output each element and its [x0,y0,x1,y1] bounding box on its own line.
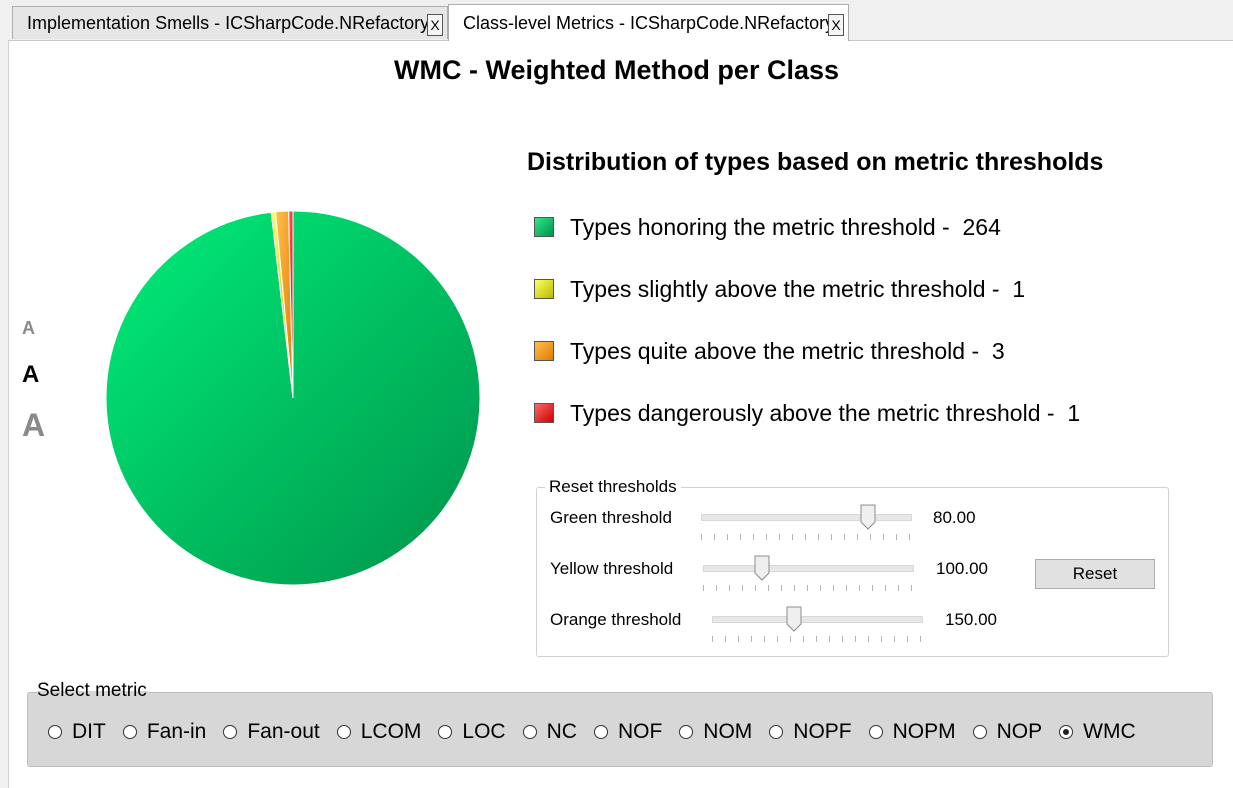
radio-circle-icon[interactable] [336,725,351,739]
legend-count: 3 [991,338,1005,364]
radio-circle-icon[interactable] [769,725,784,739]
yellow-swatch-icon [534,278,554,299]
left-panel-edge [0,0,9,788]
close-icon[interactable]: X [828,14,844,36]
legend-label: Types slightly above the metric threshol… [570,276,1006,302]
font-size-controls: A A A [22,318,52,444]
tab-label: Implementation Smells - ICSharpCode.NRef… [27,13,430,33]
select-metric-label: Select metric [37,679,149,703]
legend-count: 1 [1012,276,1026,302]
green-swatch-icon [534,216,554,237]
metric-radio-nopm[interactable]: NOPM [868,720,956,744]
legend-label: Types dangerously above the metric thres… [570,400,1061,426]
radio-circle-icon[interactable] [522,725,537,739]
metric-radio-nop[interactable]: NOP [972,720,1043,744]
group-label: Reset thresholds [545,476,681,498]
pie-chart [105,210,481,586]
metric-radio-fan-in[interactable]: Fan-in [122,720,207,744]
tab-class-level-metrics[interactable]: Class-level Metrics - ICSharpCode.NRefac… [448,4,849,41]
radio-circle-icon[interactable] [122,725,137,739]
metric-radio-nom[interactable]: NOM [679,720,752,744]
orange-threshold-slider-track[interactable] [712,616,923,623]
red-swatch-icon [534,402,554,423]
radio-label: NC [546,720,577,743]
tab-implementation-smells[interactable]: Implementation Smells - ICSharpCode.NRef… [12,6,448,39]
radio-label: Fan-in [146,720,207,743]
distribution-title: Distribution of types based on metric th… [527,148,1104,176]
metric-radio-nc[interactable]: NC [522,720,577,744]
metric-radio-loc[interactable]: LOC [438,720,506,744]
legend-item-slightly-above: Types slightly above the metric threshol… [534,274,1025,304]
radio-label: Fan-out [247,720,320,743]
green-threshold-value: 80.00 [933,508,976,527]
metric-radio-list: DIT Fan-in Fan-out LCOM LOC NC NOF NOM NOPF NOPM N… [48,717,1153,747]
metric-radio-dit[interactable]: DIT [48,720,106,744]
radio-circle-icon[interactable] [868,725,883,739]
legend-label: Types quite above the metric threshold - [570,338,986,364]
orange-threshold-slider-thumb[interactable] [786,606,802,632]
metric-radio-nopf[interactable]: NOPF [769,720,852,744]
legend-item-quite-above: Types quite above the metric threshold -… [534,336,1005,366]
metric-radio-wmc[interactable]: WMC [1059,720,1136,744]
orange-swatch-icon [534,340,554,361]
radio-label: LCOM [360,720,422,743]
green-threshold-slider-track[interactable] [701,514,912,521]
radio-label: DIT [72,720,106,743]
orange-threshold-label: Orange threshold [550,610,682,629]
font-default-button[interactable]: A [22,361,40,388]
legend-item-honoring: Types honoring the metric threshold - 26… [534,212,1001,242]
legend-item-dangerously-above: Types dangerously above the metric thres… [534,398,1080,428]
orange-threshold-value: 150.00 [945,610,997,629]
reset-thresholds-group: Reset thresholds [536,476,1169,657]
metric-radio-nof[interactable]: NOF [593,720,663,744]
slider-ticks [703,585,912,591]
radio-label: NOF [617,720,663,743]
tab-bar: Implementation Smells - ICSharpCode.NRef… [8,0,1233,41]
yellow-threshold-label: Yellow threshold [550,559,674,578]
radio-circle-icon[interactable] [593,725,608,739]
legend-label: Types honoring the metric threshold - [570,214,957,240]
radio-label: WMC [1083,720,1136,743]
yellow-threshold-slider-thumb[interactable] [754,555,770,581]
yellow-threshold-slider-track[interactable] [703,565,914,572]
legend-count: 264 [962,214,1001,240]
radio-label: NOP [996,720,1043,743]
green-threshold-slider-thumb[interactable] [860,504,876,530]
radio-label: NOM [703,720,753,743]
green-threshold-label: Green threshold [550,508,672,527]
radio-circle-icon[interactable] [972,725,987,739]
pie-slice-dangerously-above [288,210,294,399]
radio-label: NOPM [892,720,956,743]
metric-radio-lcom[interactable]: LCOM [336,720,422,744]
radio-label: LOC [462,720,506,743]
reset-button[interactable]: Reset [1035,559,1155,589]
radio-circle-icon[interactable] [679,725,694,739]
slider-ticks [712,636,921,642]
radio-circle-icon[interactable] [223,725,238,739]
legend-count: 1 [1067,400,1081,426]
slider-ticks [701,534,910,540]
metric-radio-fan-out[interactable]: Fan-out [223,720,320,744]
close-icon[interactable]: X [427,14,443,36]
radio-circle-icon[interactable] [1059,725,1074,739]
yellow-threshold-value: 100.00 [936,559,988,578]
font-increase-button[interactable]: A [22,407,46,443]
font-decrease-button[interactable]: A [22,318,35,338]
tab-label: Class-level Metrics - ICSharpCode.NRefac… [463,13,835,33]
page-title: WMC - Weighted Method per Class [393,55,839,85]
radio-label: NOPF [793,720,852,743]
radio-circle-icon[interactable] [438,725,453,739]
radio-circle-icon[interactable] [48,725,62,739]
